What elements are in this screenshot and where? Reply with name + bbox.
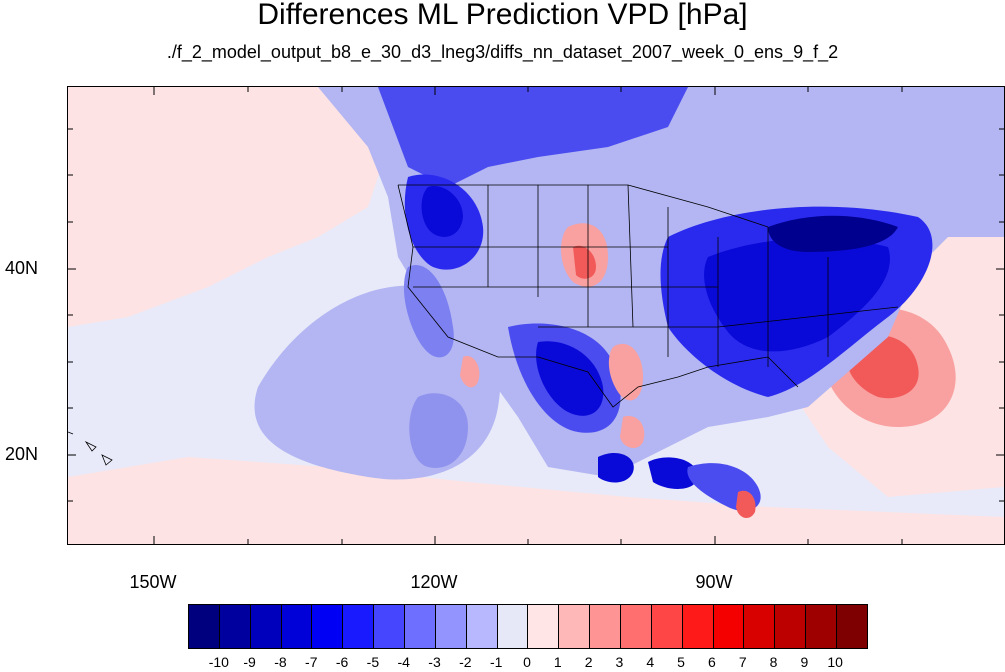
hawaii-islands [68, 431, 113, 466]
colorbar-swatch [682, 605, 714, 648]
canada-blue-band [378, 87, 688, 187]
colorbar-tick-label: 9 [800, 654, 809, 670]
colorbar-swatch [219, 605, 251, 648]
colorbar-swatch [837, 605, 867, 648]
colorbar-tick-label: -3 [428, 654, 441, 670]
colorbar-tick-label: -6 [335, 654, 349, 670]
lon-label-90w: 90W [695, 572, 733, 592]
colorbar [188, 604, 868, 649]
chart-subtitle: ./f_2_model_output_b8_e_30_d3_lneg3/diff… [166, 42, 839, 62]
colorbar-tick-label: -2 [459, 654, 472, 670]
map-panel [67, 86, 1005, 545]
colorbar-swatch [621, 605, 652, 648]
chart-title: Differences ML Prediction VPD [hPa] [257, 0, 748, 31]
colorbar-swatch [312, 605, 344, 648]
colorbar-swatch [713, 605, 745, 648]
central-america-red [736, 490, 756, 519]
difference-map [68, 87, 1004, 544]
colorbar-swatch [374, 605, 406, 648]
colorbar-tick-label: 8 [769, 654, 778, 670]
colorbar-swatch [405, 605, 436, 648]
gulf-red [620, 416, 645, 449]
northwest-core [421, 186, 463, 237]
california-red [460, 356, 480, 388]
colorbar-tick-label: 3 [615, 654, 624, 670]
colorbar-tick-label: -10 [208, 654, 229, 670]
mexico-blue-2 [648, 457, 698, 489]
colorbar-tick-label: 10 [827, 654, 843, 670]
lon-label-150w: 150W [129, 572, 177, 592]
colorbar-swatch [281, 605, 313, 648]
mexico-blue-1 [598, 452, 634, 483]
colorbar-swatch [559, 605, 591, 648]
colorbar-swatch [497, 605, 529, 648]
colorbar-tick-label: -4 [397, 654, 410, 670]
great-lakes-core [768, 215, 898, 252]
pacific-blue-inner [409, 393, 468, 468]
colorbar-swatch [250, 605, 282, 648]
colorbar-tick-label: -5 [366, 654, 380, 670]
colorbar-tick-label: -9 [243, 654, 256, 670]
colorbar-swatch [435, 605, 467, 648]
south-pink-band [68, 457, 1004, 544]
political-borders [397, 184, 899, 408]
pacific-pink-region [68, 87, 398, 327]
colorbar-tick-label: 4 [646, 654, 655, 670]
lat-label-40n: 40N [4, 258, 38, 278]
colorbar-swatch [343, 605, 375, 648]
texas-red [608, 343, 643, 401]
lat-label-20n: 20N [4, 444, 38, 464]
lon-label-120w: 120W [410, 572, 458, 592]
colorbar-swatch [590, 605, 622, 648]
colorbar-tick-label: -7 [305, 654, 318, 670]
colorbar-tick-label: 2 [584, 654, 593, 670]
colorbar-tick-label: -1 [489, 654, 503, 670]
california-blue [403, 265, 454, 358]
plains-red-core [573, 245, 596, 279]
colorbar-swatch [744, 605, 776, 648]
colorbar-tick-label: 5 [677, 654, 685, 670]
colorbar-tick-label: 7 [738, 654, 747, 670]
colorbar-swatch [806, 605, 838, 648]
colorbar-swatch [651, 605, 683, 648]
colorbar-swatch [466, 605, 498, 648]
colorbar-tick-label: -8 [274, 654, 287, 670]
colorbar-swatch [189, 605, 220, 648]
southwest-core [536, 341, 604, 416]
colorbar-tick-label: 0 [523, 654, 531, 670]
map-tick-marks [68, 87, 1004, 544]
colorbar-tick-label: 1 [553, 654, 562, 670]
colorbar-tick-label: 6 [708, 654, 716, 670]
colorbar-swatch [775, 605, 807, 648]
colorbar-swatch [528, 605, 560, 648]
